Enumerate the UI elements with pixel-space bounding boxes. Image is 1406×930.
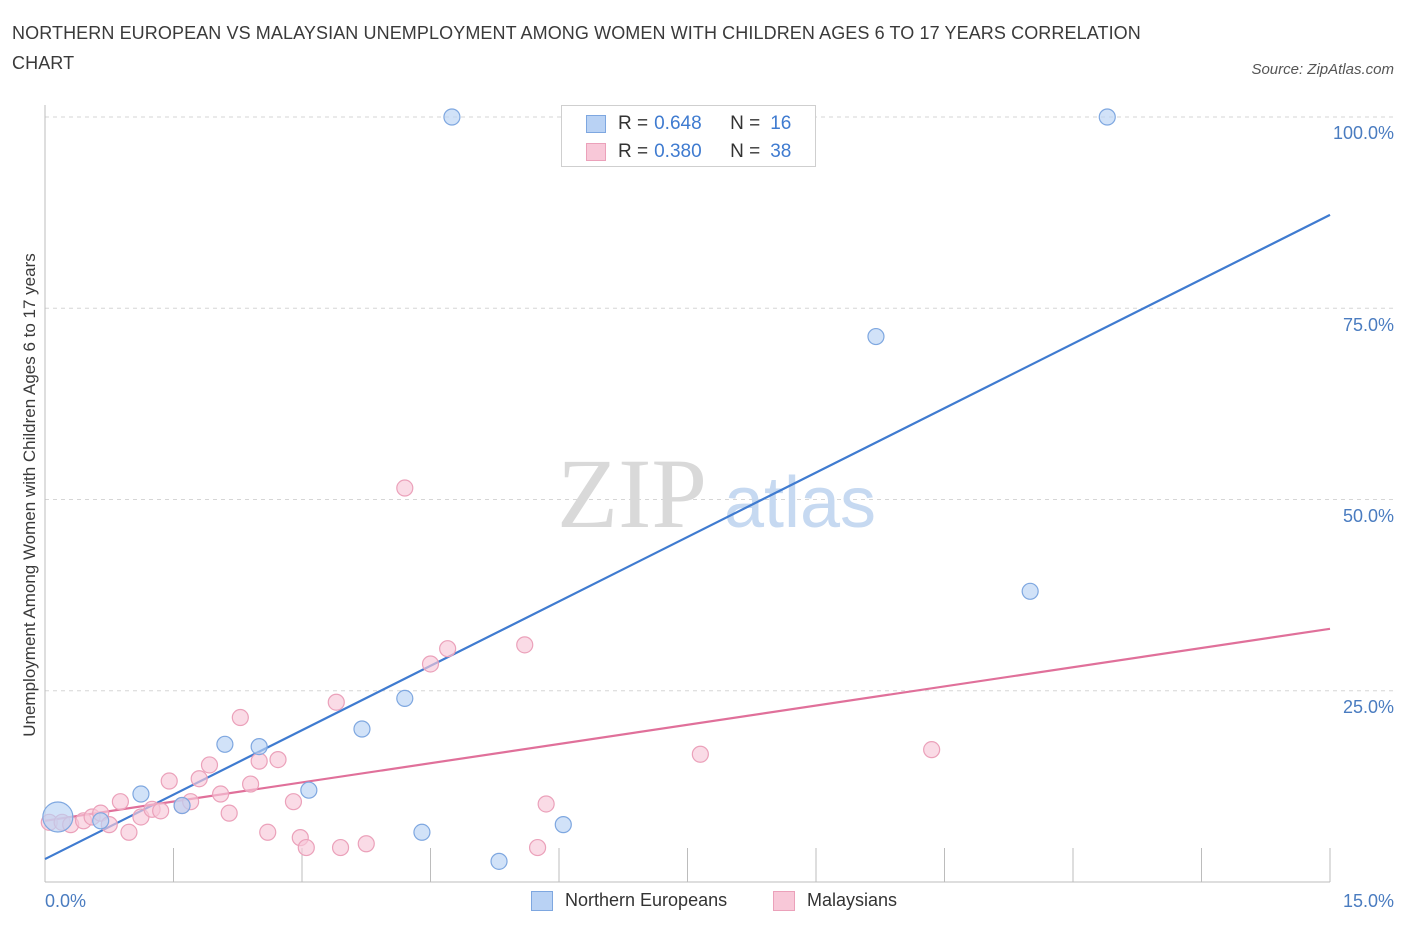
point-malaysian xyxy=(537,795,555,813)
point-malaysian xyxy=(269,750,287,769)
point-northern-european xyxy=(490,852,508,870)
point-malaysian xyxy=(190,770,208,788)
r-label: R = xyxy=(618,113,649,134)
point-malaysian xyxy=(691,745,709,763)
point-malaysian xyxy=(111,793,129,811)
y-axis-label: Unemployment Among Women with Children A… xyxy=(20,253,39,737)
point-northern-european xyxy=(42,801,74,833)
n-label: N = xyxy=(730,113,761,134)
point-malaysian xyxy=(357,835,375,853)
point-northern-european xyxy=(353,720,371,738)
point-northern-european xyxy=(300,781,318,799)
axes xyxy=(44,105,1331,883)
legend-label: Northern Europeans xyxy=(565,890,728,910)
trend-lines xyxy=(44,213,1331,861)
n-value: 38 xyxy=(770,141,792,162)
y-tick-label: 100.0% xyxy=(1332,123,1394,143)
data-points xyxy=(40,108,1116,870)
point-malaysian xyxy=(120,823,138,841)
point-northern-european xyxy=(216,735,234,753)
point-malaysian xyxy=(259,823,277,841)
legend-row-northern-europeans: R = 0.648 N = 16 xyxy=(586,111,791,137)
point-malaysian xyxy=(923,741,941,759)
y-tick-label: 25.0% xyxy=(1342,697,1394,717)
point-malaysian xyxy=(250,752,268,770)
x-tick-label: 15.0% xyxy=(1342,891,1394,911)
pink-swatch xyxy=(586,143,606,161)
point-malaysian xyxy=(327,693,345,711)
pink-swatch xyxy=(773,890,795,911)
y-tick-label: 50.0% xyxy=(1342,506,1394,526)
chart-title: NORTHERN EUROPEAN VS MALAYSIAN UNEMPLOYM… xyxy=(12,23,1141,73)
point-northern-european xyxy=(132,785,150,803)
watermark-zip: ZIP xyxy=(557,438,707,549)
point-malaysian xyxy=(331,838,350,857)
point-malaysian xyxy=(297,838,315,857)
point-malaysian xyxy=(160,772,178,790)
n-value: 16 xyxy=(770,113,792,134)
n-label: N = xyxy=(730,141,761,162)
point-malaysian xyxy=(528,838,547,857)
trendline-malaysians xyxy=(44,627,1331,822)
r-value: 0.380 xyxy=(654,141,702,162)
point-northern-european xyxy=(1098,108,1116,126)
y-tick-label: 75.0% xyxy=(1342,315,1394,335)
blue-swatch xyxy=(586,115,606,133)
point-malaysian xyxy=(421,655,440,673)
trendline-northern-europeans xyxy=(44,213,1331,861)
point-northern-european xyxy=(173,796,191,815)
point-malaysian xyxy=(284,793,303,811)
point-malaysian xyxy=(231,708,249,727)
stats-legend: R = 0.648 N = 16 R = 0.380 N = 38 xyxy=(561,105,816,167)
r-label: R = xyxy=(618,141,649,162)
watermark: ZIP atlas xyxy=(557,438,876,549)
point-malaysian xyxy=(439,640,457,658)
point-malaysian xyxy=(152,802,170,820)
point-northern-european xyxy=(250,737,268,756)
point-malaysian xyxy=(516,636,534,654)
r-value: 0.648 xyxy=(654,113,702,134)
legend-item-northern-europeans[interactable]: Northern Europeans xyxy=(531,890,727,911)
point-malaysian xyxy=(212,785,230,803)
x-tick-label: 0.0% xyxy=(45,891,87,911)
grid-lines xyxy=(45,116,1394,692)
source-label: Source: ZipAtlas.com xyxy=(1251,61,1394,78)
point-malaysian xyxy=(242,775,260,793)
point-northern-european xyxy=(1021,582,1039,600)
blue-swatch xyxy=(531,890,553,911)
point-malaysian xyxy=(220,804,238,822)
point-northern-european xyxy=(413,823,431,841)
legend-item-malaysians[interactable]: Malaysians xyxy=(773,890,897,911)
point-malaysian xyxy=(396,479,414,497)
point-northern-european xyxy=(867,327,885,346)
point-northern-european xyxy=(396,689,414,708)
point-northern-european xyxy=(554,816,572,834)
point-northern-european xyxy=(92,812,110,830)
legend-row-malaysians: R = 0.380 N = 38 xyxy=(586,139,791,165)
watermark-atlas: atlas xyxy=(724,463,876,543)
point-northern-european xyxy=(443,108,461,126)
legend-label: Malaysians xyxy=(807,890,898,910)
point-malaysian xyxy=(200,756,219,774)
